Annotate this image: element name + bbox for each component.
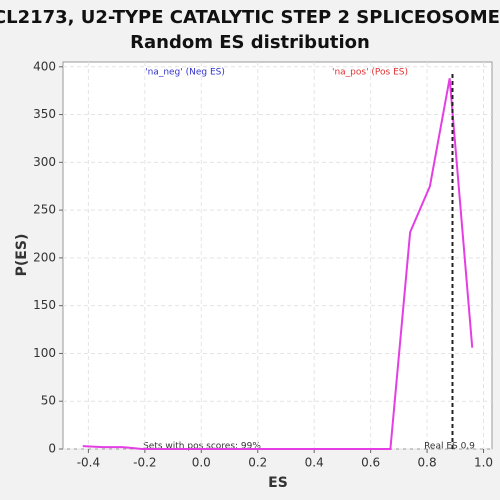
y-tick-label: 50 bbox=[41, 394, 56, 408]
annotation: 'na_neg' (Neg ES) bbox=[145, 68, 225, 78]
y-tick-label: 350 bbox=[33, 107, 56, 121]
x-tick-label: -0.2 bbox=[133, 456, 156, 470]
x-tick-label: 0.0 bbox=[192, 456, 211, 470]
x-tick-label: 0.2 bbox=[248, 456, 267, 470]
y-tick-label: 400 bbox=[33, 59, 56, 73]
x-tick-label: 0.6 bbox=[361, 456, 380, 470]
y-tick-label: 300 bbox=[33, 155, 56, 169]
plot-area bbox=[62, 61, 493, 450]
annotation: Sets with pos scores: 99% bbox=[143, 442, 261, 452]
x-tick-label: 1.0 bbox=[474, 456, 493, 470]
y-tick-label: 150 bbox=[33, 298, 56, 312]
y-tick-label: 0 bbox=[48, 442, 56, 456]
x-tick-label: 0.8 bbox=[418, 456, 437, 470]
annotation: 'na_pos' (Pos ES) bbox=[332, 68, 408, 78]
real-es-label: Real ES 0.9 bbox=[424, 442, 475, 452]
x-tick-label: 0.4 bbox=[305, 456, 324, 470]
chart-title: Random ES distribution bbox=[130, 32, 370, 53]
y-tick-label: 100 bbox=[33, 346, 56, 360]
y-tick-label: 200 bbox=[33, 250, 56, 264]
line bbox=[82, 78, 474, 450]
x-axis-label: ES bbox=[268, 475, 288, 491]
y-axis-label: P(ES) bbox=[14, 234, 30, 277]
chart-title: CL2173, U2-TYPE CATALYTIC STEP 2 SPLICEO… bbox=[0, 7, 500, 28]
y-tick-label: 250 bbox=[33, 203, 56, 217]
x-tick-label: -0.4 bbox=[77, 456, 100, 470]
